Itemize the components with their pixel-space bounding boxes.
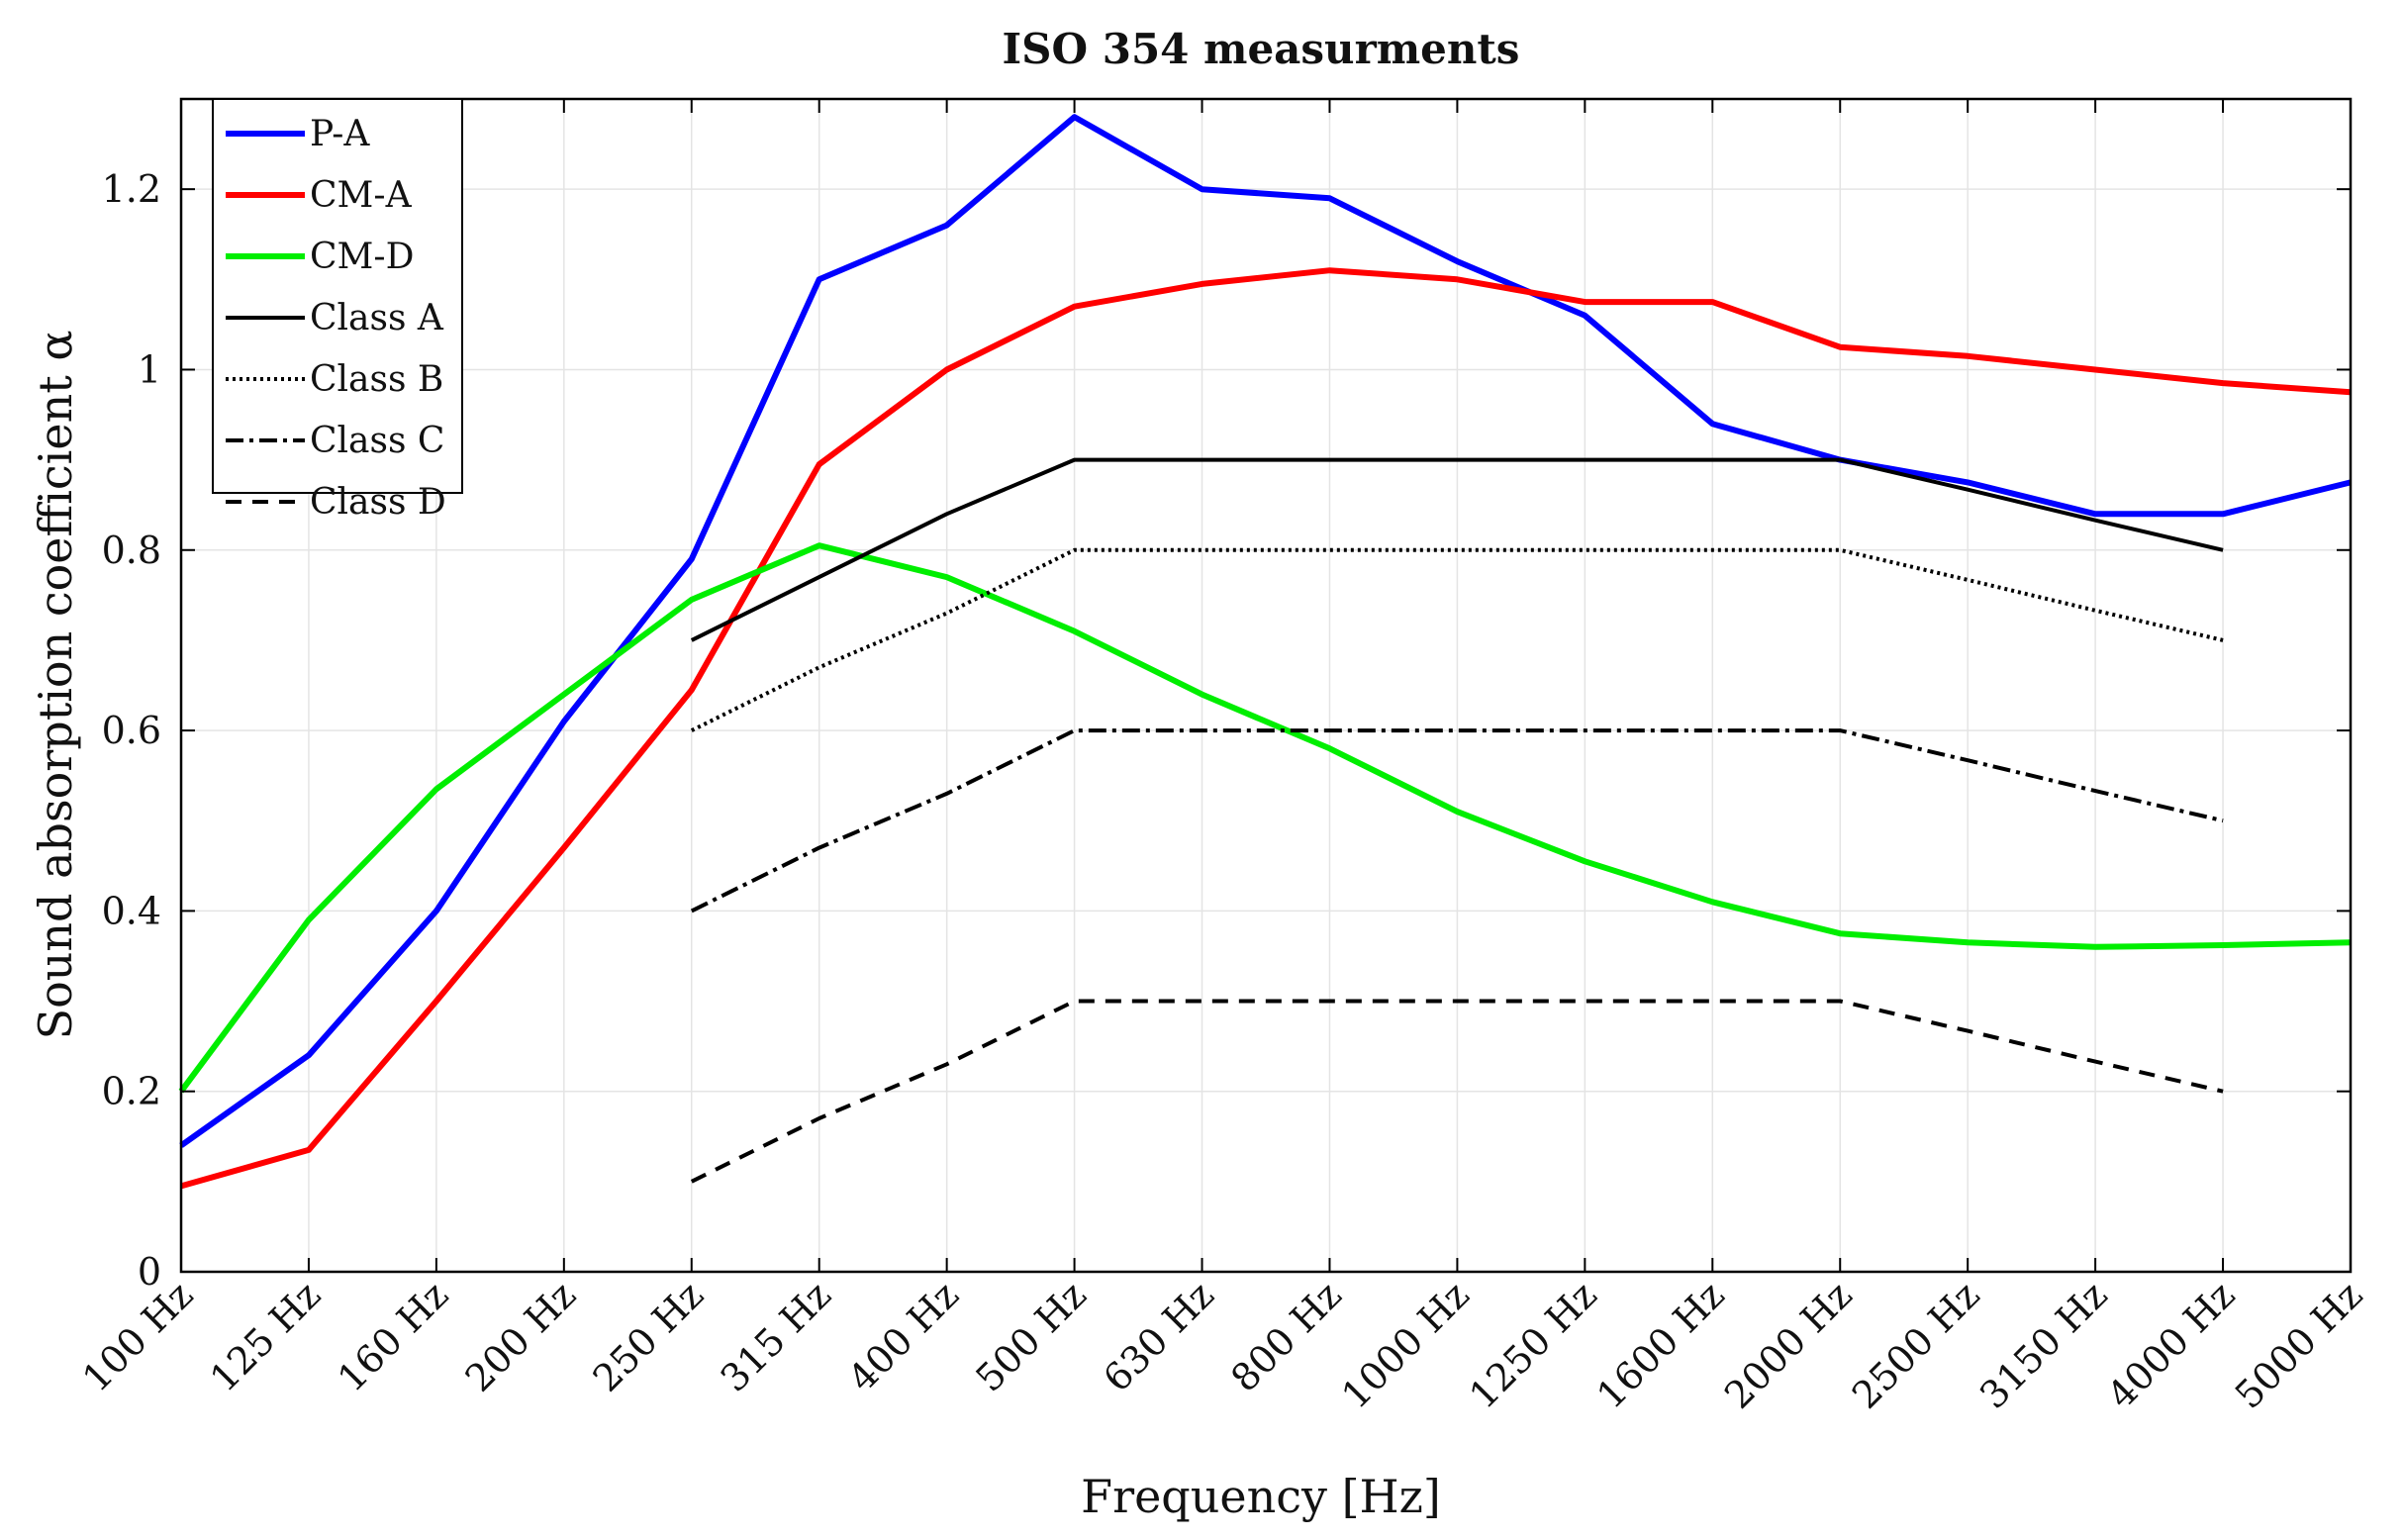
legend-label-class-c: Class C [310, 421, 444, 461]
y-tick-label: 0.6 [102, 709, 161, 752]
legend-label-cm-a: CM-A [310, 175, 413, 216]
x-tick-label: 3150 Hz [1971, 1273, 2116, 1417]
x-tick-label: 400 Hz [839, 1273, 967, 1400]
legend-label-p-a: P-A [310, 114, 370, 154]
x-tick-label: 1000 Hz [1333, 1273, 1478, 1417]
x-tick-label: 250 Hz [585, 1273, 713, 1400]
x-tick-label: 2500 Hz [1844, 1273, 1988, 1417]
legend-label-class-a: Class A [310, 298, 444, 338]
y-tick-label: 0.8 [102, 529, 161, 572]
series-line-class-c [690, 728, 2224, 914]
series-line-p-a [179, 114, 2352, 1148]
x-axis-label: Frequency [Hz] [1081, 1470, 1441, 1523]
y-tick-label: 1.2 [102, 167, 161, 211]
series-line-class-a [690, 457, 2224, 642]
legend-label-class-d: Class D [310, 482, 446, 523]
y-tick-label: 1 [138, 347, 161, 391]
x-tick-label: 1600 Hz [1588, 1273, 1733, 1417]
chart-title: ISO 354 measurments [1003, 25, 1520, 73]
plot-area-frame [179, 97, 2353, 1274]
y-tick-label: 0 [138, 1250, 161, 1294]
y-axis-label: Sound absorption coefficient α [29, 331, 82, 1040]
legend: P-A CM-A CM-D Class A Class B Class C Class D [212, 98, 463, 523]
y-tick-labels: 0 0.2 0.4 0.6 0.8 1 1.2 [102, 167, 161, 1294]
series-line-class-b [690, 547, 2224, 732]
x-tick-label: 160 Hz [330, 1273, 457, 1400]
x-tick-label: 200 Hz [457, 1273, 585, 1400]
axis-ticks [180, 99, 2352, 1273]
y-tick-label: 0.2 [102, 1070, 161, 1113]
legend-label-class-b: Class B [310, 359, 443, 400]
x-tick-label: 1250 Hz [1461, 1273, 1605, 1417]
series-lines [178, 114, 2352, 1190]
legend-box [212, 98, 463, 494]
x-tick-label: 800 Hz [1222, 1273, 1350, 1400]
x-tick-label: 5000 Hz [2227, 1273, 2371, 1417]
x-tick-label: 315 Hz [713, 1273, 840, 1400]
x-tick-label: 2000 Hz [1716, 1273, 1861, 1417]
legend-label-cm-d: CM-D [310, 237, 414, 277]
series-line-class-d [690, 999, 2224, 1184]
series-line-cm-d [178, 542, 2352, 1094]
x-tick-label: 630 Hz [1095, 1273, 1222, 1400]
x-tick-label: 4000 Hz [2099, 1273, 2244, 1417]
x-tick-labels: 100 Hz 125 Hz 160 Hz 200 Hz 250 Hz 315 Hz 400 … [74, 1273, 2371, 1417]
series-line-cm-a [180, 267, 2352, 1190]
y-tick-label: 0.4 [102, 889, 161, 932]
x-tick-label: 500 Hz [967, 1273, 1095, 1400]
x-tick-label: 125 Hz [202, 1273, 330, 1400]
